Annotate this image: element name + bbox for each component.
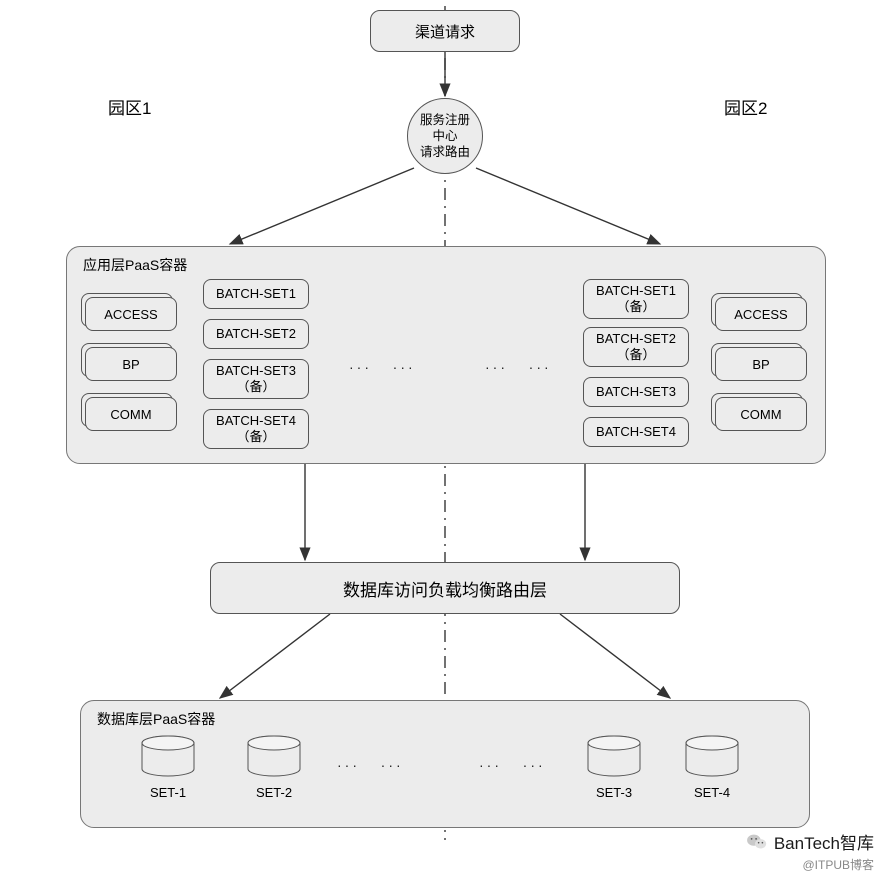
access-left-label: ACCESS (104, 307, 157, 322)
batch-right-3: BATCH-SET3 (583, 377, 689, 407)
batch-left-1: BATCH-SET1 (203, 279, 309, 309)
access-right-label: ACCESS (734, 307, 787, 322)
batch-right-4: BATCH-SET4 (583, 417, 689, 447)
comm-right-label: COMM (740, 407, 781, 422)
db-route-box: 数据库访问负载均衡路由层 (210, 562, 680, 614)
db-set-1-label: SET-1 (133, 785, 203, 800)
comm-left-label: COMM (110, 407, 151, 422)
watermark-main: BanTech智库 (774, 829, 874, 854)
db-dots-right: ··· ··· (479, 757, 546, 773)
region-right-label: 园区2 (724, 94, 767, 119)
db-set-4-label: SET-4 (677, 785, 747, 800)
db-set-1: SET-1 (133, 735, 203, 800)
channel-request-box: 渠道请求 (370, 10, 520, 52)
wechat-icon (746, 833, 768, 851)
region-left-label: 园区1 (108, 94, 151, 119)
comm-right: COMM (715, 397, 807, 431)
diagram-canvas: 渠道请求 园区1 园区2 服务注册 中心 请求路由 应用层PaaS容器 ACCE… (0, 0, 890, 887)
circle-line2: 中心 (420, 128, 470, 144)
access-left: ACCESS (85, 297, 177, 331)
batch-right-1: BATCH-SET1 （备） (583, 279, 689, 319)
app-dots-left: ··· ··· (349, 359, 416, 375)
db-set-4: SET-4 (677, 735, 747, 800)
circle-line1: 服务注册 (420, 112, 470, 128)
db-set-2-label: SET-2 (239, 785, 309, 800)
access-right: ACCESS (715, 297, 807, 331)
channel-request-label: 渠道请求 (415, 21, 475, 42)
db-route-label: 数据库访问负载均衡路由层 (343, 576, 547, 601)
bp-right-label: BP (752, 357, 769, 372)
db-set-3-label: SET-3 (579, 785, 649, 800)
batch-right-2: BATCH-SET2 （备） (583, 327, 689, 367)
comm-left: COMM (85, 397, 177, 431)
db-paas-panel: 数据库层PaaS容器 SET-1 SET-2 ··· ··· ··· ··· (80, 700, 810, 828)
bp-left-label: BP (122, 357, 139, 372)
circle-line3: 请求路由 (420, 144, 470, 160)
db-panel-title: 数据库层PaaS容器 (97, 709, 215, 729)
db-set-2: SET-2 (239, 735, 309, 800)
batch-left-2: BATCH-SET2 (203, 319, 309, 349)
app-paas-panel: 应用层PaaS容器 ACCESS BP COMM BATCH-SET1 BATC… (66, 246, 826, 464)
batch-left-4: BATCH-SET4 （备） (203, 409, 309, 449)
bp-right: BP (715, 347, 807, 381)
app-dots-right: ··· ··· (485, 359, 552, 375)
watermark: BanTech智库 @ITPUB博客 (746, 829, 874, 873)
app-panel-title: 应用层PaaS容器 (83, 255, 187, 275)
db-set-3: SET-3 (579, 735, 649, 800)
service-registry-circle: 服务注册 中心 请求路由 (407, 98, 483, 174)
watermark-sub: @ITPUB博客 (746, 856, 874, 873)
bp-left: BP (85, 347, 177, 381)
db-dots-left: ··· ··· (337, 757, 404, 773)
batch-left-3: BATCH-SET3 （备） (203, 359, 309, 399)
